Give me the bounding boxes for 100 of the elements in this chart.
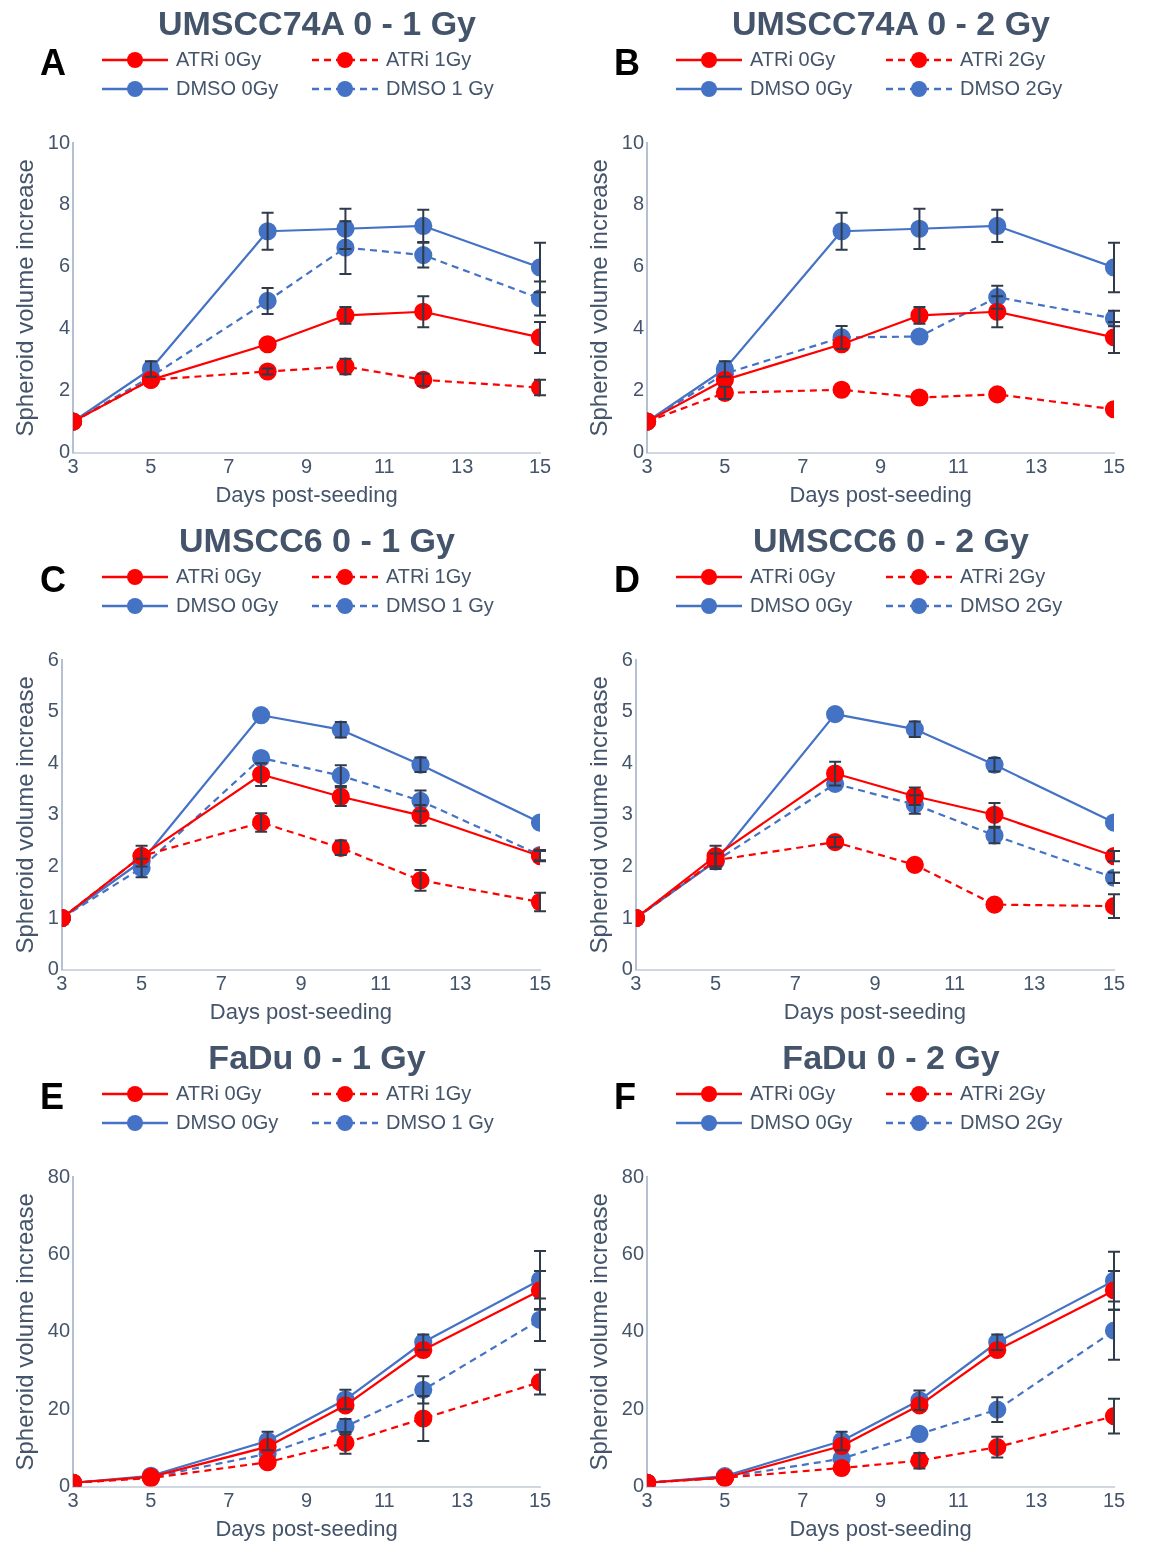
y-tick-label: 40 <box>621 1319 645 1342</box>
x-axis-title: Days post-seeding <box>215 1515 398 1541</box>
chart-title: FaDu 0 - 1 Gy <box>207 1038 427 1077</box>
y-tick-label: 80 <box>621 1164 645 1187</box>
x-tick-label: 15 <box>1102 1489 1126 1512</box>
legend-label: ATRi 0Gy <box>750 48 836 71</box>
y-tick-label: 80 <box>47 1164 71 1187</box>
legend-label: DMSO 2Gy <box>960 1111 1063 1134</box>
y-axis-title: Spheroid volume increase <box>11 159 39 437</box>
y-tick-label: 2 <box>621 853 633 876</box>
x-tick-label: 7 <box>215 972 227 995</box>
legend-label: ATRi 0Gy <box>176 565 262 588</box>
x-axis-title: Days post-seeding <box>215 481 398 507</box>
x-tick-label: 13 <box>451 455 474 478</box>
x-tick-label: 15 <box>528 1489 552 1512</box>
x-tick-label: 11 <box>373 1489 395 1512</box>
x-axis-title: Days post-seeding <box>789 481 972 507</box>
legend-label: DMSO 0Gy <box>176 1111 279 1134</box>
y-tick-label: 10 <box>621 130 645 153</box>
x-tick-label: 11 <box>370 972 392 995</box>
y-axis-title: Spheroid volume increase <box>585 676 613 954</box>
y-axis-title: Spheroid volume increase <box>11 1193 39 1471</box>
x-tick-label: 7 <box>223 1489 235 1512</box>
chart-title: UMSCC6 0 - 2 Gy <box>752 521 1030 560</box>
x-tick-label: 13 <box>1025 455 1048 478</box>
legend-label: ATRi 2Gy <box>960 1082 1046 1105</box>
legend-label: DMSO 0Gy <box>176 594 279 617</box>
x-tick-label: 5 <box>136 972 148 995</box>
text: F <box>614 1076 636 1118</box>
text: C <box>40 559 66 601</box>
x-tick-label: 13 <box>449 972 472 995</box>
y-tick-label: 8 <box>632 192 645 215</box>
text: B <box>614 42 640 84</box>
chart-title: FaDu 0 - 2 Gy <box>781 1038 1001 1077</box>
y-tick-label: 4 <box>58 316 71 339</box>
x-tick-label: 7 <box>797 1489 809 1512</box>
legend-label: DMSO 0Gy <box>750 594 853 617</box>
y-axis-title: Spheroid volume increase <box>585 159 613 437</box>
y-tick-label: 6 <box>621 647 633 670</box>
text: D <box>614 559 640 601</box>
x-tick-label: 11 <box>947 455 969 478</box>
legend-label: DMSO 0Gy <box>750 77 853 100</box>
text: A <box>40 42 66 84</box>
x-tick-label: 15 <box>1102 972 1126 995</box>
x-tick-label: 15 <box>528 455 552 478</box>
x-tick-label: 9 <box>300 1489 313 1512</box>
chart-title: UMSCC6 0 - 1 Gy <box>178 521 456 560</box>
x-tick-label: 7 <box>223 455 235 478</box>
y-tick-label: 6 <box>47 647 59 670</box>
y-tick-label: 4 <box>47 750 59 773</box>
x-tick-label: 5 <box>710 972 722 995</box>
y-tick-label: 2 <box>632 378 645 401</box>
y-tick-label: 8 <box>58 192 71 215</box>
legend-label: DMSO 2Gy <box>960 77 1063 100</box>
legend-label: ATRi 1Gy <box>386 565 472 588</box>
y-tick-label: 60 <box>47 1241 71 1264</box>
chart-title: UMSCC74A 0 - 1 Gy <box>156 4 478 43</box>
x-tick-label: 13 <box>1025 1489 1048 1512</box>
y-tick-label: 4 <box>632 316 645 339</box>
x-tick-label: 5 <box>719 455 731 478</box>
y-tick-label: 10 <box>47 130 71 153</box>
y-tick-label: 20 <box>47 1396 71 1419</box>
x-tick-label: 9 <box>869 972 881 995</box>
legend-label: DMSO 1 Gy <box>386 77 494 100</box>
legend-label: ATRi 0Gy <box>176 1082 262 1105</box>
legend-label: ATRi 1Gy <box>386 1082 472 1105</box>
y-tick-label: 1 <box>621 905 633 928</box>
x-axis-title: Days post-seeding <box>789 1515 972 1541</box>
x-tick-label: 9 <box>874 455 887 478</box>
x-tick-label: 11 <box>947 1489 969 1512</box>
y-tick-label: 6 <box>632 254 645 277</box>
x-tick-label: 13 <box>1023 972 1046 995</box>
legend-label: DMSO 2Gy <box>960 594 1063 617</box>
legend-label: ATRi 0Gy <box>750 565 836 588</box>
y-axis-title: Spheroid volume increase <box>585 1193 613 1471</box>
legend-label: ATRi 1Gy <box>386 48 472 71</box>
x-tick-label: 5 <box>719 1489 731 1512</box>
y-tick-label: 3 <box>621 802 633 825</box>
chart-title: UMSCC74A 0 - 2 Gy <box>730 4 1052 43</box>
x-tick-label: 7 <box>789 972 801 995</box>
x-tick-label: 11 <box>373 455 395 478</box>
legend-label: ATRi 0Gy <box>750 1082 836 1105</box>
legend-label: ATRi 0Gy <box>176 48 262 71</box>
x-tick-label: 5 <box>145 1489 157 1512</box>
y-tick-label: 1 <box>47 905 59 928</box>
y-tick-label: 4 <box>621 750 633 773</box>
x-tick-label: 15 <box>1102 455 1126 478</box>
x-tick-label: 9 <box>874 1489 887 1512</box>
legend-label: DMSO 0Gy <box>750 1111 853 1134</box>
x-tick-label: 11 <box>944 972 966 995</box>
y-axis-title: Spheroid volume increase <box>11 676 39 954</box>
x-tick-label: 5 <box>145 455 157 478</box>
y-tick-label: 40 <box>47 1319 71 1342</box>
y-tick-label: 2 <box>47 853 59 876</box>
x-tick-label: 9 <box>295 972 307 995</box>
x-tick-label: 9 <box>300 455 313 478</box>
y-tick-label: 60 <box>621 1241 645 1264</box>
x-axis-title: Days post-seeding <box>209 998 393 1024</box>
x-tick-label: 13 <box>451 1489 474 1512</box>
y-tick-label: 6 <box>58 254 71 277</box>
